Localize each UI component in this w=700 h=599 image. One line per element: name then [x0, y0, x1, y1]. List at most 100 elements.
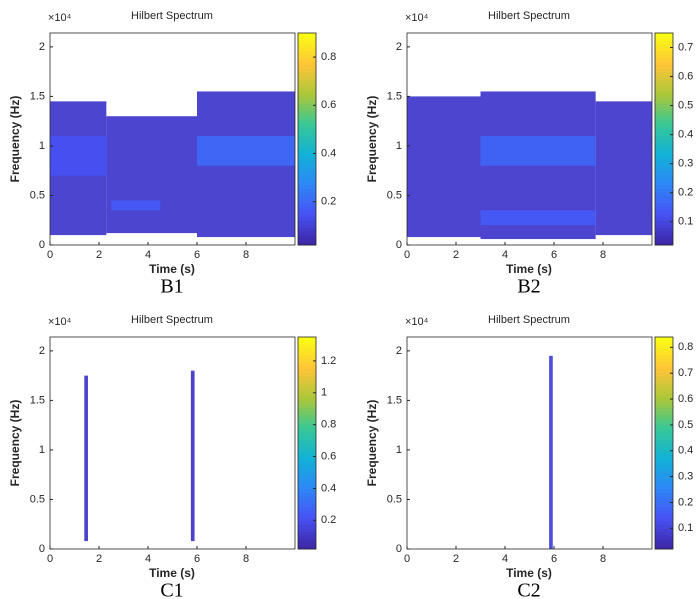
colorbar-segment: [298, 457, 316, 462]
y-tick-label: 1: [39, 444, 45, 456]
colorbar-segment: [298, 464, 316, 469]
colorbar-segment: [655, 506, 673, 511]
colorbar-segment: [655, 344, 673, 349]
colorbar-segment: [655, 192, 673, 197]
colorbar-segment: [298, 513, 316, 518]
colorbar-segment: [655, 351, 673, 356]
colorbar-segment: [298, 411, 316, 416]
spectrum-region: [84, 375, 88, 542]
colorbar-segment: [298, 170, 316, 175]
y-tick-label: 1: [39, 140, 45, 152]
colorbar-segment: [655, 513, 673, 518]
x-tick-label: 8: [243, 553, 249, 565]
colorbar-tick-label: 0.3: [678, 471, 693, 483]
colorbar-segment: [655, 382, 673, 387]
colorbar-segment: [298, 213, 316, 218]
colorbar-segment: [655, 96, 673, 101]
colorbar-segment: [655, 432, 673, 437]
colorbar-segment: [655, 195, 673, 200]
colorbar-segment: [298, 443, 316, 448]
colorbar-segment: [298, 446, 316, 451]
panel: 0 2 4 6 8 0 0.5 1 1.5 2 ×10⁴ Hilbert Spectrum Time (…: [365, 10, 693, 298]
colorbar-segment: [298, 358, 316, 363]
x-tick-label: 6: [551, 553, 557, 565]
colorbar-segment: [298, 541, 316, 546]
chart-title: Hilbert Spectrum: [488, 10, 570, 22]
x-tick-label: 6: [194, 249, 200, 261]
colorbar-segment: [298, 365, 316, 370]
colorbar-segment: [298, 351, 316, 356]
colorbar-segment: [655, 216, 673, 221]
colorbar-segment: [298, 156, 316, 161]
colorbar-segment: [298, 390, 316, 395]
colorbar-segment: [298, 86, 316, 91]
colorbar-segment: [655, 50, 673, 55]
colorbar-segment: [655, 443, 673, 448]
colorbar-segment: [655, 43, 673, 48]
colorbar-tick-label: 0.6: [321, 450, 336, 462]
colorbar-segment: [655, 100, 673, 105]
x-tick-label: 8: [600, 553, 606, 565]
colorbar-segment: [655, 184, 673, 189]
colorbar-segment: [655, 75, 673, 80]
colorbar-segment: [298, 241, 316, 246]
x-axis-label: Time (s): [506, 262, 552, 276]
colorbar-segment: [655, 68, 673, 73]
colorbar-segment: [298, 220, 316, 225]
colorbar-segment: [298, 237, 316, 242]
colorbar-segment: [655, 142, 673, 147]
colorbar-segment: [655, 520, 673, 525]
colorbar-segment: [298, 206, 316, 211]
colorbar-segment: [655, 407, 673, 412]
panel-label: C1: [160, 580, 183, 599]
colorbar-segment: [655, 199, 673, 204]
plot-frame: [49, 32, 296, 246]
spectrum-region: [111, 200, 161, 211]
colorbar-tick-label: 0.1: [678, 522, 693, 534]
colorbar-segment: [655, 209, 673, 214]
colorbar-segment: [655, 414, 673, 419]
colorbar-segment: [655, 453, 673, 458]
colorbar-segment: [298, 192, 316, 197]
colorbar-segment: [655, 121, 673, 126]
colorbar-segment: [655, 33, 673, 38]
y-tick-label: 2: [39, 41, 45, 53]
colorbar-segment: [655, 163, 673, 168]
colorbar-segment: [655, 425, 673, 430]
y-tick-label: 1: [396, 140, 402, 152]
colorbar-segment: [298, 344, 316, 349]
colorbar-segment: [298, 96, 316, 101]
colorbar-segment: [298, 382, 316, 387]
colorbar-frame: [297, 336, 317, 550]
colorbar-segment: [655, 428, 673, 433]
colorbar-segment: [298, 481, 316, 486]
colorbar-segment: [655, 177, 673, 182]
colorbar-segment: [298, 181, 316, 186]
colorbar-segment: [655, 404, 673, 409]
colorbar-segment: [298, 478, 316, 483]
x-tick-label: 6: [194, 553, 200, 565]
colorbar-segment: [655, 124, 673, 129]
colorbar-segment: [298, 89, 316, 94]
colorbar-segment: [298, 375, 316, 380]
colorbar-tick-label: 0.5: [678, 419, 693, 431]
colorbar-segment: [298, 114, 316, 119]
colorbar-segment: [298, 432, 316, 437]
colorbar-segment: [655, 527, 673, 532]
colorbar-segment: [298, 503, 316, 508]
colorbar-segment: [655, 213, 673, 218]
colorbar-segment: [655, 467, 673, 472]
colorbar-segment: [655, 103, 673, 108]
colorbar-segment: [655, 510, 673, 515]
colorbar-segment: [298, 33, 316, 38]
colorbar-segment: [655, 418, 673, 423]
colorbar-segment: [298, 379, 316, 384]
colorbar-segment: [655, 47, 673, 52]
colorbar-segment: [298, 223, 316, 228]
colorbar-segment: [655, 421, 673, 426]
colorbar-tick-label: 0.2: [678, 496, 693, 508]
colorbar-segment: [298, 68, 316, 73]
chart-title: Hilbert Spectrum: [488, 314, 570, 326]
colorbar-segment: [655, 361, 673, 366]
colorbar-segment: [655, 223, 673, 228]
